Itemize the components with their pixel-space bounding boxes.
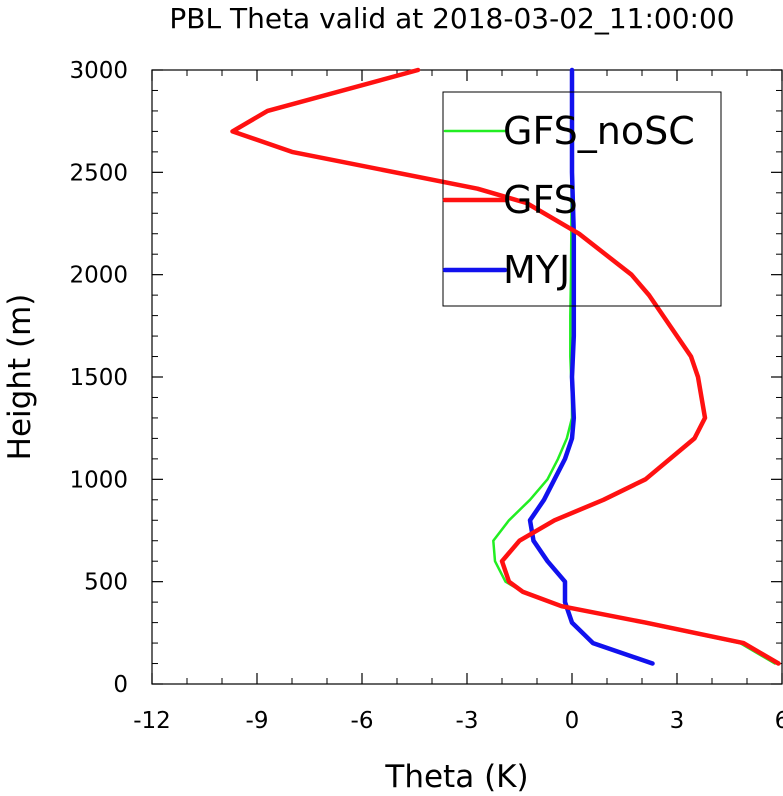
- x-tick-label: 3: [670, 708, 685, 734]
- y-tick-label: 2000: [69, 263, 128, 289]
- plot-frame: [151, 69, 783, 685]
- y-tick-label: 2500: [69, 160, 128, 186]
- y-tick-label: 1500: [69, 365, 128, 391]
- y-tick-label: 1000: [69, 467, 128, 493]
- legend: GFS_noSC GFS MYJ: [442, 91, 722, 307]
- x-tick-label: -9: [246, 708, 269, 734]
- y-tick-label: 0: [113, 672, 128, 698]
- chart-title: PBL Theta valid at 2018-03-02_11:00:00: [169, 2, 734, 35]
- legend-label-gfs-nosc: GFS_noSC: [503, 109, 695, 153]
- legend-label-gfs: GFS: [503, 178, 578, 222]
- series-lines: [230, 67, 781, 666]
- x-tick-label: -3: [456, 708, 479, 734]
- x-tick-label: -6: [351, 708, 374, 734]
- x-axis-label: Theta (K): [384, 759, 528, 795]
- legend-label-myj: MYJ: [503, 248, 570, 292]
- y-tick-label: 3000: [69, 58, 128, 84]
- series-line-gfs-nosc: [492, 68, 777, 665]
- series-line-myj: [527, 67, 655, 666]
- series-line-gfs: [230, 67, 781, 666]
- y-axis-label: Height (m): [2, 294, 38, 461]
- axis-ticks: -12 -9 -6 -3 0 3 6 0 500 1000 1500 2000 2500 3000: [69, 58, 783, 734]
- x-tick-label: 6: [775, 708, 783, 734]
- x-tick-label: -12: [133, 708, 171, 734]
- x-tick-label: 0: [565, 708, 580, 734]
- y-tick-label: 500: [84, 570, 128, 596]
